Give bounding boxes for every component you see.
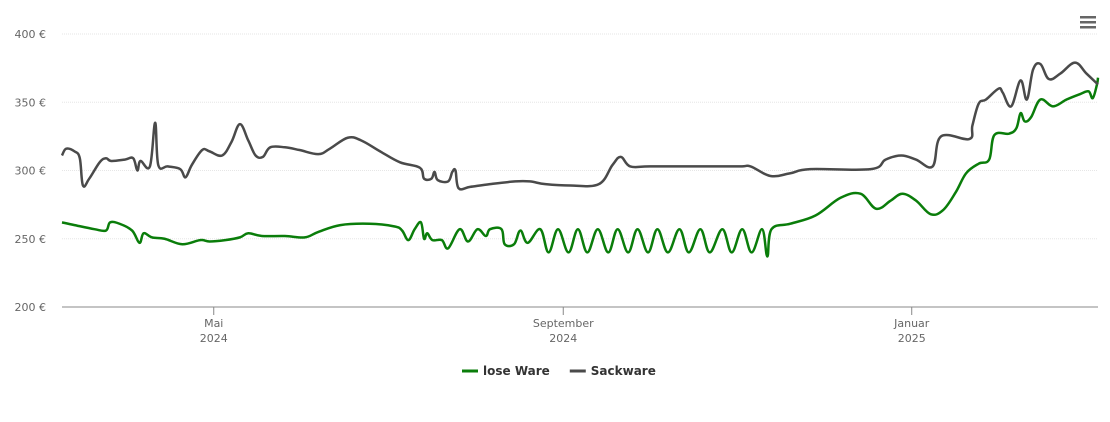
legend-text: Sackware: [591, 364, 656, 378]
x-tick-label-line: Januar: [893, 317, 930, 330]
y-tick-label: 350 €: [15, 96, 47, 109]
legend-text: lose Ware: [483, 364, 550, 378]
menu-bar: [1080, 16, 1096, 19]
x-tick-label-line: 2024: [200, 332, 228, 345]
line: [61, 77, 1100, 258]
x-tick-label: September 2024: [533, 317, 594, 345]
y-tick-label: 250 €: [15, 233, 47, 246]
y-tick-label: 300 €: [15, 165, 47, 178]
y-tick-label: 200 €: [15, 301, 47, 314]
menu-bar: [1080, 26, 1096, 29]
menu-bar: [1080, 21, 1096, 24]
legend-item[interactable]: Sackware: [569, 364, 656, 378]
line: [60, 61, 1099, 191]
x-tick-label-line: Mai: [204, 317, 223, 330]
x-tick-label: Januar 2025: [893, 317, 930, 345]
x-tick-label-line: 2024: [549, 332, 577, 345]
x-tick-label-line: 2025: [898, 332, 926, 345]
x-tick-label: Mai 2024: [200, 317, 228, 345]
x-tick-label-line: September: [533, 317, 594, 330]
menu-button[interactable]: [1080, 16, 1096, 29]
y-tick-label: 400 €: [15, 28, 47, 41]
legend-item[interactable]: lose Ware: [462, 364, 550, 378]
